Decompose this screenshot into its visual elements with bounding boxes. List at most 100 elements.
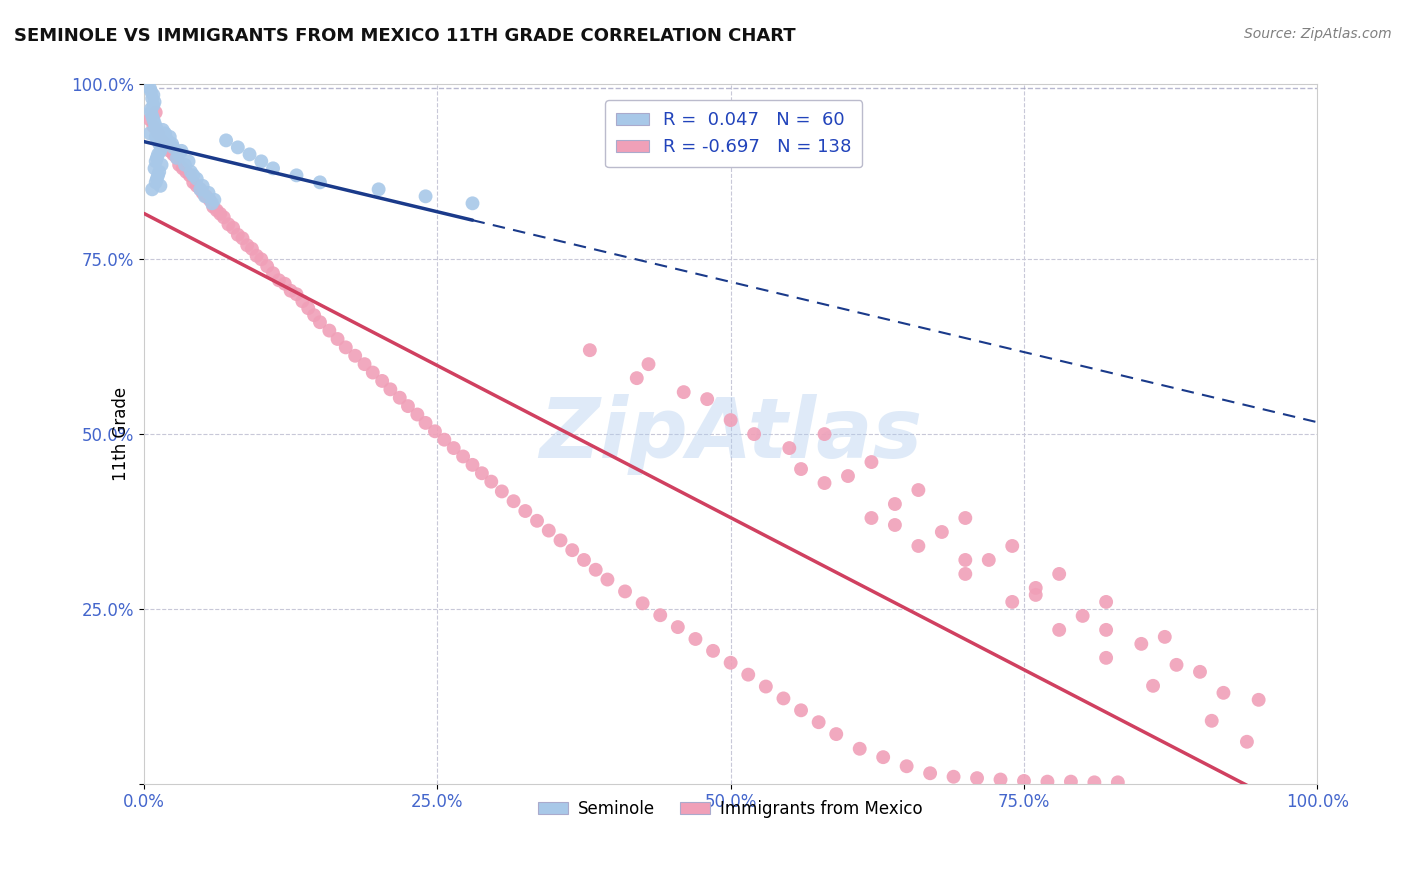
- Point: [502, 494, 524, 508]
- Point: [285, 169, 308, 183]
- Point: [146, 133, 169, 147]
- Point: [550, 533, 572, 548]
- Point: [572, 553, 595, 567]
- Point: [246, 249, 269, 263]
- Point: [920, 766, 942, 780]
- Point: [309, 315, 332, 329]
- Point: [344, 349, 367, 363]
- Point: [415, 416, 437, 430]
- Point: [238, 147, 260, 161]
- Point: [1166, 657, 1188, 672]
- Point: [1142, 679, 1164, 693]
- Text: ZipAtlas: ZipAtlas: [538, 393, 922, 475]
- Point: [145, 120, 167, 134]
- Point: [177, 154, 200, 169]
- Point: [143, 161, 166, 176]
- Point: [149, 144, 172, 158]
- Point: [170, 144, 193, 158]
- Point: [1095, 651, 1118, 665]
- Point: [142, 87, 165, 102]
- Point: [955, 511, 977, 525]
- Point: [143, 95, 166, 109]
- Point: [142, 98, 165, 112]
- Point: [1247, 693, 1270, 707]
- Point: [361, 366, 384, 380]
- Point: [778, 441, 800, 455]
- Point: [1107, 775, 1129, 789]
- Point: [1025, 588, 1047, 602]
- Point: [146, 169, 169, 183]
- Point: [148, 165, 170, 179]
- Point: [883, 518, 905, 533]
- Point: [166, 151, 188, 165]
- Point: [837, 469, 859, 483]
- Point: [471, 467, 494, 481]
- Point: [1060, 774, 1083, 789]
- Point: [146, 171, 169, 186]
- Point: [1047, 566, 1070, 581]
- Point: [807, 715, 830, 730]
- Point: [162, 140, 184, 154]
- Point: [955, 553, 977, 567]
- Point: [250, 252, 273, 267]
- Point: [1001, 539, 1024, 553]
- Point: [966, 771, 988, 785]
- Point: [790, 462, 813, 476]
- Point: [150, 133, 173, 147]
- Point: [406, 408, 429, 422]
- Point: [202, 200, 225, 214]
- Point: [150, 158, 173, 172]
- Point: [1095, 623, 1118, 637]
- Point: [142, 112, 165, 127]
- Point: [156, 133, 179, 147]
- Point: [353, 357, 375, 371]
- Point: [326, 332, 349, 346]
- Point: [813, 476, 835, 491]
- Point: [205, 203, 228, 218]
- Point: [1201, 714, 1223, 728]
- Point: [1047, 623, 1070, 637]
- Point: [231, 231, 253, 245]
- Point: [139, 85, 162, 99]
- Point: [672, 385, 695, 400]
- Point: [256, 259, 278, 273]
- Point: [142, 120, 165, 134]
- Point: [388, 391, 411, 405]
- Point: [167, 147, 190, 161]
- Point: [181, 169, 204, 183]
- Point: [614, 584, 637, 599]
- Point: [201, 196, 224, 211]
- Point: [367, 182, 389, 196]
- Point: [250, 154, 273, 169]
- Point: [696, 392, 718, 406]
- Point: [1036, 774, 1059, 789]
- Point: [742, 427, 765, 442]
- Point: [262, 161, 284, 176]
- Point: [156, 140, 179, 154]
- Point: [148, 136, 170, 151]
- Point: [990, 772, 1012, 787]
- Point: [209, 207, 232, 221]
- Point: [139, 81, 162, 95]
- Point: [143, 116, 166, 130]
- Point: [720, 413, 742, 427]
- Point: [240, 242, 263, 256]
- Point: [415, 189, 437, 203]
- Point: [139, 112, 162, 127]
- Point: [335, 340, 357, 354]
- Point: [883, 497, 905, 511]
- Point: [191, 178, 214, 193]
- Point: [172, 161, 194, 176]
- Point: [626, 371, 648, 385]
- Point: [1001, 595, 1024, 609]
- Point: [1153, 630, 1175, 644]
- Text: SEMINOLE VS IMMIGRANTS FROM MEXICO 11TH GRADE CORRELATION CHART: SEMINOLE VS IMMIGRANTS FROM MEXICO 11TH …: [14, 27, 796, 45]
- Point: [896, 759, 918, 773]
- Point: [153, 136, 176, 151]
- Point: [236, 238, 259, 252]
- Point: [1071, 608, 1094, 623]
- Point: [215, 133, 238, 147]
- Point: [191, 186, 214, 200]
- Point: [907, 539, 929, 553]
- Point: [285, 287, 308, 301]
